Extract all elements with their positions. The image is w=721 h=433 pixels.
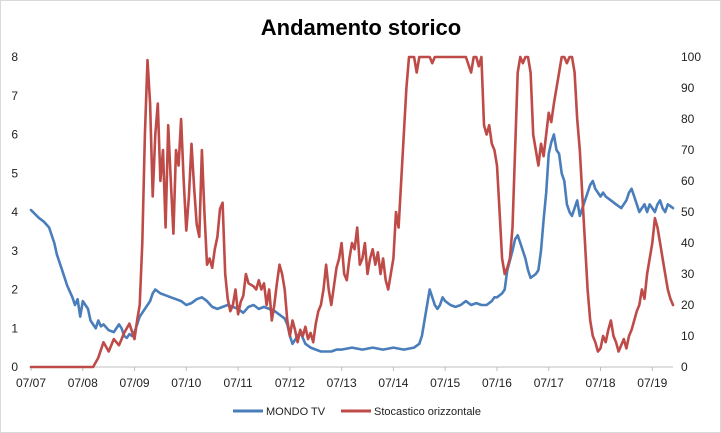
- x-tick-label: 07/09: [120, 376, 150, 390]
- left-y-tick-label: 2: [11, 283, 18, 297]
- x-tick-label: 07/19: [637, 376, 667, 390]
- x-tick-label: 07/17: [534, 376, 564, 390]
- right-y-tick-label: 40: [681, 236, 695, 250]
- x-tick-label: 07/14: [378, 376, 408, 390]
- x-tick-label: 07/08: [68, 376, 98, 390]
- right-y-tick-label: 100: [681, 50, 701, 64]
- right-y-tick-label: 50: [681, 205, 695, 219]
- x-tick-label: 07/15: [430, 376, 460, 390]
- x-tick-label: 07/11: [224, 376, 253, 390]
- left-y-tick-label: 7: [11, 89, 18, 103]
- x-tick-label: 07/16: [482, 376, 512, 390]
- left-y-tick-label: 1: [11, 321, 18, 335]
- series-line-stocastico: [29, 55, 675, 369]
- series-lines: [29, 55, 675, 369]
- legend-label-mondo-tv: MONDO TV: [266, 406, 326, 418]
- left-y-tick-label: 4: [11, 205, 18, 219]
- left-y-tick-label: 8: [11, 50, 18, 64]
- left-y-tick-label: 0: [11, 360, 18, 374]
- x-tick-label: 07/18: [586, 376, 616, 390]
- left-y-tick-label: 6: [11, 128, 18, 142]
- x-tick-label: 07/07: [16, 376, 46, 390]
- series-line-mondo-tv: [29, 133, 675, 353]
- right-y-tick-label: 10: [681, 329, 695, 343]
- legend-label-stocastico: Stocastico orizzontale: [374, 406, 481, 418]
- right-y-tick-label: 80: [681, 112, 695, 126]
- right-y-tick-label: 90: [681, 81, 695, 95]
- right-y-tick-label: 70: [681, 143, 695, 157]
- right-y-tick-label: 20: [681, 298, 695, 312]
- left-y-tick-label: 5: [11, 166, 18, 180]
- right-y-tick-label: 0: [681, 360, 688, 374]
- axes: 07/07 07/08 07/09 07/10 07/11 07/12 07/13 07/14…: [11, 50, 701, 390]
- right-y-tick-label: 60: [681, 174, 695, 188]
- x-tick-label: 07/12: [275, 376, 305, 390]
- left-y-tick-label: 3: [11, 244, 18, 258]
- x-tick-label: 07/13: [327, 376, 357, 390]
- legend: MONDO TV Stocastico orizzontale: [233, 406, 481, 418]
- chart-title: Andamento storico: [261, 15, 461, 40]
- right-y-tick-label: 30: [681, 267, 695, 281]
- x-tick-label: 07/10: [171, 376, 201, 390]
